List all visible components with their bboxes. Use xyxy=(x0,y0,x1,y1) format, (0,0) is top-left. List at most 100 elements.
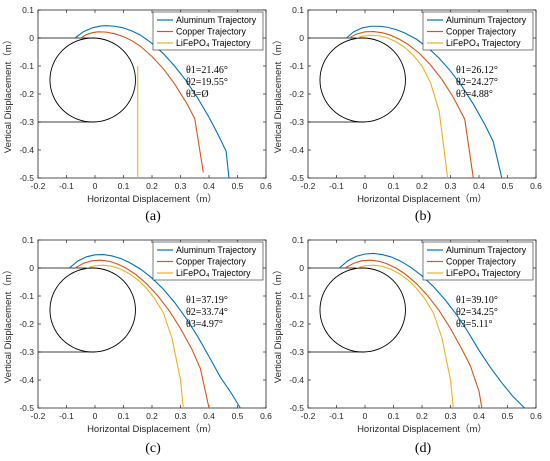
y-axis-label: Vertical Displacement（m） xyxy=(2,265,14,383)
drum-circle xyxy=(49,267,136,353)
y-tick-label: -0.3 xyxy=(19,117,34,127)
y-tick-label: -0.1 xyxy=(19,61,34,71)
series-line-1 xyxy=(346,25,503,178)
y-tick-label: -0.1 xyxy=(289,61,304,71)
angle-annotation-1: θ1=39.10° xyxy=(456,295,498,306)
angle-annotation-3: θ3=5.11° xyxy=(456,319,493,330)
x-tick-label: 0.4 xyxy=(203,181,215,191)
angle-annotation-2: θ2=19.55° xyxy=(186,77,228,88)
legend-label-2: Copper Trajectory xyxy=(446,257,517,267)
x-tick-label: 0.2 xyxy=(146,181,158,191)
chart-panel-4: -0.2 -0.1 0 0.1 0.2 0.3 0.4 0.5 0.60.10-0.1-0.2-… xyxy=(272,235,542,456)
legend: Aluminum Trajectory Copper TrajectoryLiFe… xyxy=(152,241,264,281)
legend-label-1: Aluminum Trajectory xyxy=(446,15,527,25)
y-tick-label: -0.1 xyxy=(289,291,304,301)
x-tick-label: 0.3 xyxy=(445,181,457,191)
y-tick-label: -0.1 xyxy=(19,291,34,301)
x-tick-label: 0 xyxy=(93,181,98,191)
plot-area xyxy=(38,254,241,408)
plot-area xyxy=(308,252,525,408)
legend-label-3: LiFePO₄ Trajectory xyxy=(446,38,521,48)
legend-label-3: LiFePO₄ Trajectory xyxy=(446,268,521,278)
plot-area xyxy=(38,25,230,178)
y-axis-label: Vertical Displacement（m） xyxy=(272,35,284,153)
x-tick-label: -0.1 xyxy=(329,181,344,191)
x-tick-label: 0.6 xyxy=(260,181,272,191)
panel-caption: (c) xyxy=(145,441,161,456)
y-tick-label: 0.1 xyxy=(292,235,304,245)
y-tick-label: -0.2 xyxy=(19,89,34,99)
y-tick-label: -0.3 xyxy=(19,347,34,357)
series-line-2 xyxy=(349,31,474,178)
series-line-2 xyxy=(74,259,210,408)
y-tick-label: -0.2 xyxy=(289,89,304,99)
series-line-2 xyxy=(80,31,204,173)
series-line-1 xyxy=(74,25,230,178)
chart-panel-3: -0.2 -0.1 0 0.1 0.2 0.3 0.4 0.5 0.60.10-0.1-0.2-… xyxy=(2,235,272,456)
y-tick-label: -0.2 xyxy=(289,319,304,329)
drum-circle xyxy=(319,37,406,123)
x-axis-label: Horizontal Displacement（m） xyxy=(357,423,487,435)
x-tick-label: 0.3 xyxy=(175,411,187,421)
legend-label-1: Aluminum Trajectory xyxy=(446,245,527,255)
x-tick-label: 0.2 xyxy=(416,181,428,191)
legend-label-1: Aluminum Trajectory xyxy=(176,15,257,25)
series-line-3 xyxy=(356,264,454,408)
legend-label-2: Copper Trajectory xyxy=(176,257,247,267)
x-tick-label: 0.2 xyxy=(146,411,158,421)
legend-label-2: Copper Trajectory xyxy=(446,27,517,37)
x-tick-label: 0.2 xyxy=(416,411,428,421)
angle-annotation-2: θ2=34.25° xyxy=(456,307,498,318)
x-tick-label: 0.1 xyxy=(388,411,400,421)
x-tick-label: 0 xyxy=(363,411,368,421)
x-tick-label: -0.2 xyxy=(31,411,46,421)
y-tick-label: -0.4 xyxy=(19,145,34,155)
x-tick-label: 0.5 xyxy=(502,411,514,421)
chart-panel-1: -0.2 -0.1 0 0.1 0.2 0.3 0.4 0.5 0.60.10-0.1-0.2-… xyxy=(2,5,272,224)
legend-label-1: Aluminum Trajectory xyxy=(176,245,257,255)
drum-circle xyxy=(319,267,406,353)
angle-annotation-2: θ2=33.74° xyxy=(186,307,228,318)
angle-annotation-3: θ3=Ø xyxy=(186,89,209,100)
y-tick-label: 0 xyxy=(29,263,34,273)
legend-label-3: LiFePO₄ Trajectory xyxy=(176,38,251,48)
angle-annotation-2: θ2=24.27° xyxy=(456,77,498,88)
x-tick-label: 0.3 xyxy=(445,411,457,421)
x-tick-label: 0.6 xyxy=(260,411,272,421)
x-axis-label: Horizontal Displacement（m） xyxy=(357,193,487,205)
x-tick-label: 0.6 xyxy=(530,411,542,421)
legend: Aluminum Trajectory Copper TrajectoryLiFe… xyxy=(422,241,534,281)
legend: Aluminum Trajectory Copper TrajectoryLiFe… xyxy=(152,11,264,51)
legend: Aluminum Trajectory Copper TrajectoryLiFe… xyxy=(422,11,534,51)
x-tick-label: -0.2 xyxy=(301,411,316,421)
y-axis-label: Vertical Displacement（m） xyxy=(272,265,284,383)
angle-annotation-1: θ1=21.46° xyxy=(186,65,228,76)
legend-label-2: Copper Trajectory xyxy=(176,27,247,37)
x-axis-label: Horizontal Displacement（m） xyxy=(87,423,217,435)
x-tick-label: 0.5 xyxy=(232,181,244,191)
x-tick-label: -0.2 xyxy=(31,181,46,191)
y-tick-label: -0.4 xyxy=(289,145,304,155)
series-line-1 xyxy=(338,252,525,408)
y-tick-label: 0.1 xyxy=(292,5,304,15)
x-tick-label: 0.1 xyxy=(118,181,130,191)
x-tick-label: 0.4 xyxy=(473,411,485,421)
x-tick-label: 0 xyxy=(363,181,368,191)
x-tick-label: 0.4 xyxy=(203,411,215,421)
y-tick-label: 0.1 xyxy=(22,235,34,245)
y-tick-label: 0 xyxy=(299,33,304,43)
y-tick-label: -0.4 xyxy=(19,375,34,385)
x-tick-label: -0.1 xyxy=(329,411,344,421)
legend-label-3: LiFePO₄ Trajectory xyxy=(176,268,251,278)
panel-caption: (d) xyxy=(415,441,432,456)
angle-annotation-3: θ3=4.88° xyxy=(456,89,493,100)
angle-annotation-1: θ1=37.19° xyxy=(186,295,228,306)
plot-area xyxy=(308,25,503,178)
y-tick-label: -0.5 xyxy=(289,173,304,183)
chart-panel-2: -0.2 -0.1 0 0.1 0.2 0.3 0.4 0.5 0.60.10-0.1-0.2-… xyxy=(272,5,542,224)
y-tick-label: 0.1 xyxy=(22,5,34,15)
y-tick-label: -0.5 xyxy=(19,173,34,183)
y-tick-label: -0.5 xyxy=(289,403,304,413)
angle-annotation-3: θ3=4.97° xyxy=(186,319,223,330)
